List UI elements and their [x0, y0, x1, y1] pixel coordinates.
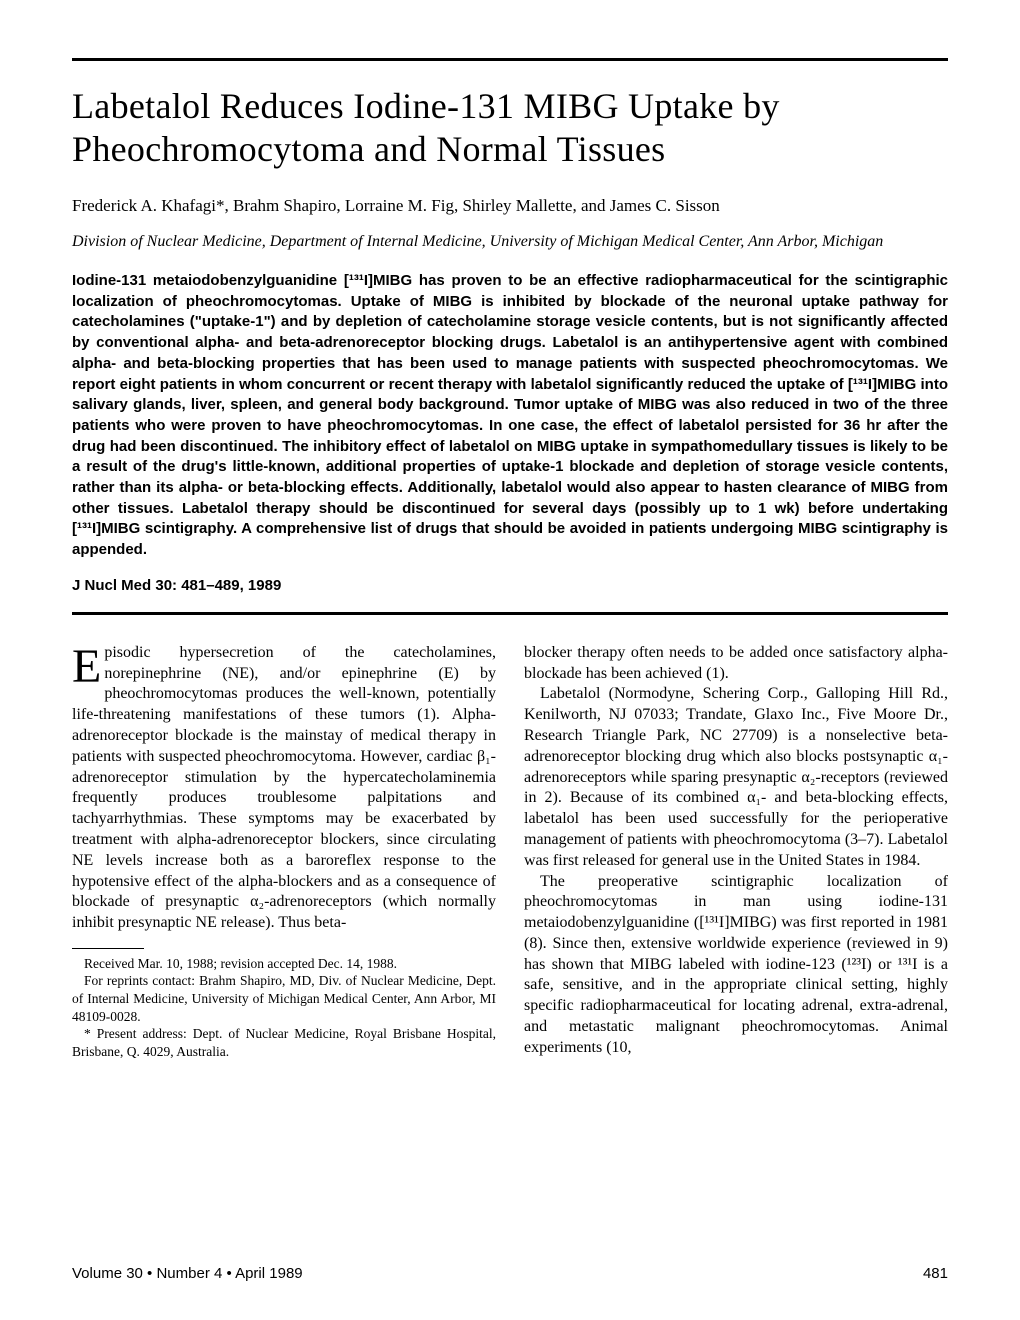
column-left: Episodic hypersecretion of the catechola…	[72, 643, 496, 1060]
body-text: pisodic hypersecretion of the catecholam…	[72, 644, 496, 931]
abstract: Iodine-131 metaiodobenzylguanidine [¹³¹I…	[72, 271, 948, 561]
footnote: Received Mar. 10, 1988; revision accepte…	[72, 955, 496, 973]
body-paragraph: The preoperative scintigraphic localizat…	[524, 872, 948, 1059]
body-paragraph: Episodic hypersecretion of the catechola…	[72, 643, 496, 934]
footnote: For reprints contact: Brahm Shapiro, MD,…	[72, 972, 496, 1025]
body-columns: Episodic hypersecretion of the catechola…	[72, 643, 948, 1060]
dropcap: E	[72, 647, 101, 688]
body-paragraph: blocker therapy often needs to be added …	[524, 643, 948, 685]
footnote: * Present address: Dept. of Nuclear Medi…	[72, 1025, 496, 1060]
page-number: 481	[923, 1265, 948, 1282]
column-right: blocker therapy often needs to be added …	[524, 643, 948, 1060]
authors: Frederick A. Khafagi*, Brahm Shapiro, Lo…	[72, 195, 948, 218]
top-rule	[72, 58, 948, 61]
citation: J Nucl Med 30: 481–489, 1989	[72, 577, 948, 594]
footnote-rule	[72, 948, 144, 949]
footer-issue: Volume 30 • Number 4 • April 1989	[72, 1265, 303, 1282]
mid-rule	[72, 612, 948, 615]
body-paragraph: Labetalol (Normodyne, Schering Corp., Ga…	[524, 684, 948, 871]
article-title: Labetalol Reduces Iodine-131 MIBG Uptake…	[72, 85, 948, 171]
affiliation: Division of Nuclear Medicine, Department…	[72, 232, 948, 253]
page-footer: Volume 30 • Number 4 • April 1989 481	[72, 1265, 948, 1282]
